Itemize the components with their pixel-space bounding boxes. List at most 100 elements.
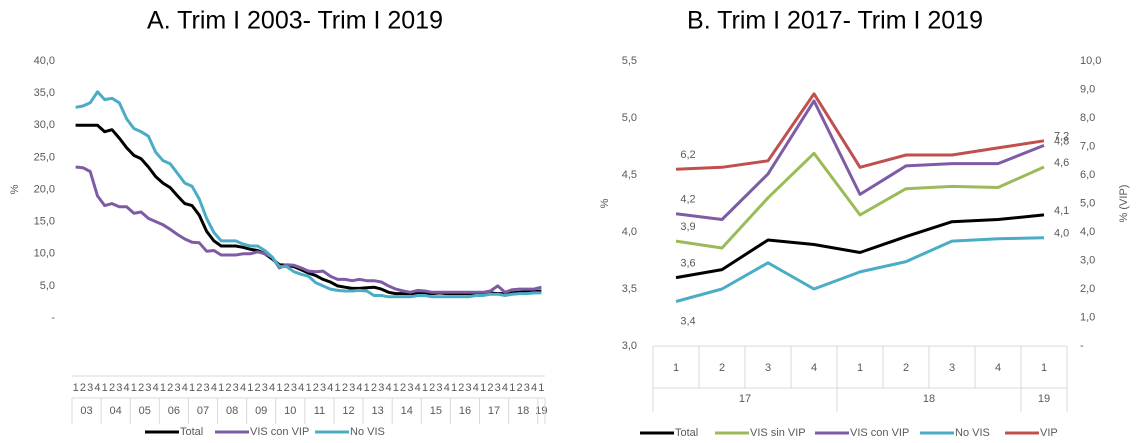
legend-label: No VIS — [350, 426, 385, 438]
series-line — [675, 151, 1045, 250]
y2-tick-label: 3,0 — [1080, 254, 1095, 266]
year-label: 17 — [739, 393, 751, 405]
chart-title: B. Trim I 2017- Trim I 2019 — [687, 7, 983, 35]
x-tick-label: 2 — [254, 382, 260, 394]
y2-tick-label: 8,0 — [1080, 112, 1095, 124]
x-tick-label: 1 — [1041, 362, 1047, 374]
data-label: 4,6 — [1054, 157, 1069, 169]
legend-label: No VIS — [955, 427, 990, 439]
y-tick-label: 5,0 — [622, 112, 637, 124]
series-line — [75, 123, 542, 296]
x-tick-label: 3 — [262, 382, 268, 394]
x-tick-label: 3 — [116, 382, 122, 394]
year-label: 19 — [535, 405, 547, 417]
x-tick-label: 1 — [189, 382, 195, 394]
y-tick-label: 4,0 — [622, 226, 637, 238]
series-line — [675, 99, 1045, 221]
x-tick-label: 2 — [109, 382, 115, 394]
x-tick-label: 3 — [765, 362, 771, 374]
x-tick-label: 1 — [393, 382, 399, 394]
data-label: 3,6 — [680, 258, 695, 270]
y2-axis-label: % (VIP) — [1118, 185, 1130, 223]
x-tick-label: 4 — [811, 362, 817, 374]
x-tick-label: 3 — [378, 382, 384, 394]
x-tick-label: 2 — [342, 382, 348, 394]
year-label: 09 — [255, 405, 267, 417]
x-tick-label: 2 — [80, 382, 86, 394]
series-line — [675, 236, 1045, 303]
y-tick-label: 5,0 — [40, 280, 55, 292]
year-label: 04 — [110, 405, 122, 417]
y2-tick-label: 10,0 — [1080, 55, 1101, 67]
year-label: 16 — [459, 405, 471, 417]
x-tick-label: 2 — [138, 382, 144, 394]
x-tick-label: 2 — [400, 382, 406, 394]
x-tick-label: 1 — [102, 382, 108, 394]
x-tick-label: 1 — [218, 382, 224, 394]
year-label: 13 — [372, 405, 384, 417]
x-tick-label: 4 — [240, 382, 246, 394]
x-tick-label: 3 — [174, 382, 180, 394]
x-tick-label: 1 — [451, 382, 457, 394]
year-label: 07 — [197, 405, 209, 417]
x-tick-label: 4 — [269, 382, 275, 394]
x-tick-label: 2 — [429, 382, 435, 394]
x-tick-label: 1 — [335, 382, 341, 394]
x-tick-label: 1 — [305, 382, 311, 394]
year-label: 15 — [430, 405, 442, 417]
x-tick-label: 1 — [857, 362, 863, 374]
x-tick-label: 3 — [349, 382, 355, 394]
x-tick-label: 1 — [422, 382, 428, 394]
x-tick-label: 2 — [487, 382, 493, 394]
x-tick-label: 2 — [371, 382, 377, 394]
legend-label: Total — [675, 427, 698, 439]
x-tick-label: 3 — [495, 382, 501, 394]
y2-tick-label: 6,0 — [1080, 169, 1095, 181]
x-tick-label: 3 — [466, 382, 472, 394]
x-tick-label: 4 — [211, 382, 217, 394]
legend-label: VIS con VIP — [250, 426, 309, 438]
y-tick-label: 35,0 — [34, 87, 55, 99]
x-tick-label: 3 — [233, 382, 239, 394]
x-tick-label: 4 — [385, 382, 391, 394]
x-tick-label: 4 — [444, 382, 450, 394]
x-tick-label: 1 — [538, 382, 544, 394]
data-label: 7,2 — [1054, 131, 1069, 143]
x-tick-label: 2 — [458, 382, 464, 394]
y-axis-label: % — [599, 198, 611, 208]
x-tick-label: 2 — [719, 362, 725, 374]
x-tick-label: 1 — [673, 362, 679, 374]
legend-label: Total — [180, 426, 203, 438]
data-label: 4,8 — [1054, 135, 1069, 147]
data-label: 4,1 — [1054, 205, 1069, 217]
y-tick-label: - — [51, 312, 55, 324]
x-tick-label: 1 — [364, 382, 370, 394]
year-label: 18 — [517, 405, 529, 417]
y-tick-label: 30,0 — [34, 119, 55, 131]
y-tick-label: 15,0 — [34, 216, 55, 228]
x-tick-label: 3 — [407, 382, 413, 394]
y2-tick-label: 9,0 — [1080, 83, 1095, 95]
legend-label: VIS con VIP — [850, 427, 909, 439]
series-line — [675, 92, 1045, 171]
x-tick-label: 3 — [291, 382, 297, 394]
x-tick-label: 4 — [995, 362, 1001, 374]
chart-title: A. Trim I 2003- Trim I 2019 — [147, 7, 443, 35]
x-tick-label: 4 — [124, 382, 130, 394]
year-label: 14 — [401, 405, 413, 417]
year-label: 06 — [168, 405, 180, 417]
y-tick-label: 25,0 — [34, 151, 55, 163]
x-tick-label: 1 — [73, 382, 79, 394]
y2-tick-label: 2,0 — [1080, 283, 1095, 295]
x-tick-label: 1 — [276, 382, 282, 394]
x-tick-label: 2 — [313, 382, 319, 394]
year-label: 03 — [80, 405, 92, 417]
x-tick-label: 2 — [167, 382, 173, 394]
x-tick-label: 1 — [160, 382, 166, 394]
x-tick-label: 3 — [436, 382, 442, 394]
x-tick-label: 4 — [356, 382, 362, 394]
y-tick-label: 4,5 — [622, 169, 637, 181]
y2-tick-label: 4,0 — [1080, 226, 1095, 238]
y-tick-label: 40,0 — [34, 55, 55, 67]
